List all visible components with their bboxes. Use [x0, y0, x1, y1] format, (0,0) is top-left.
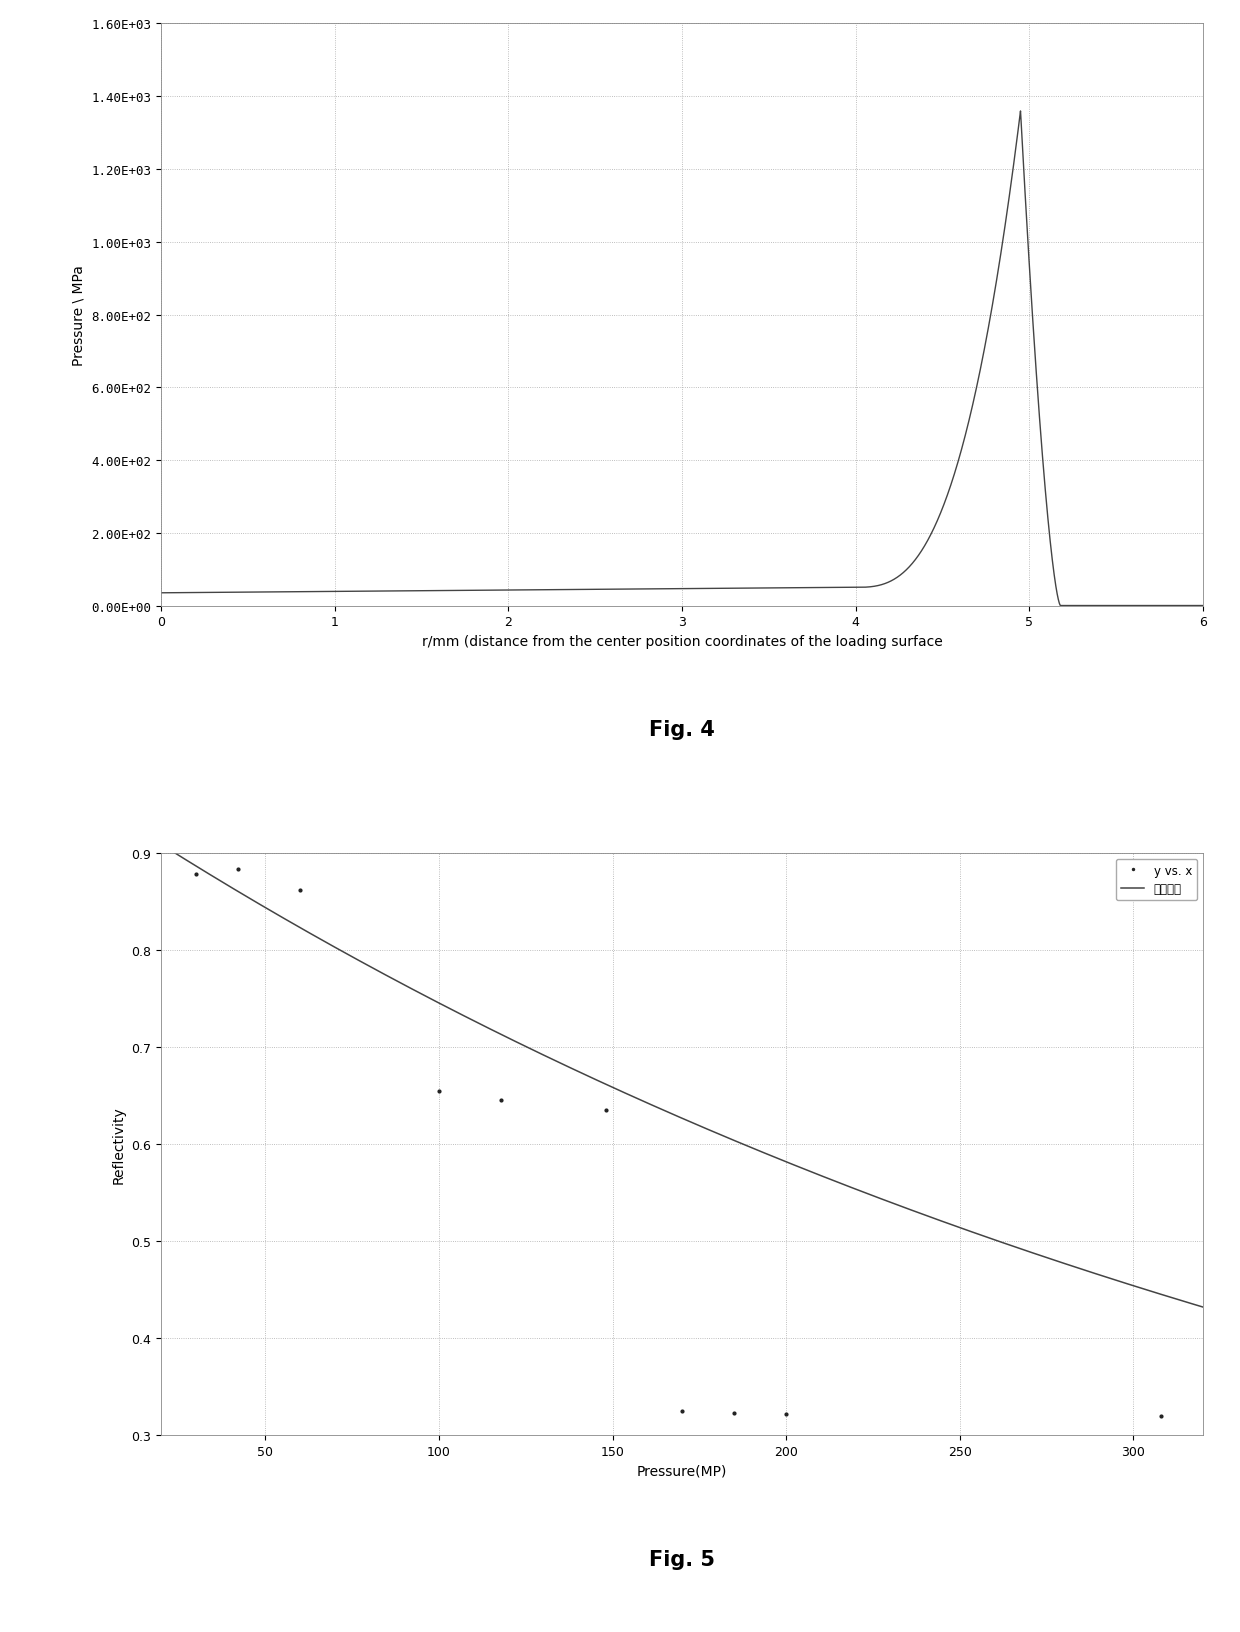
Point: [776, 1400, 796, 1426]
Text: Fig. 5: Fig. 5: [649, 1549, 715, 1568]
Y-axis label: Reflectivity: Reflectivity: [112, 1105, 126, 1183]
Point: [1151, 1402, 1171, 1428]
Point: [595, 1097, 615, 1123]
Point: [672, 1397, 692, 1423]
Y-axis label: Pressure \ MPa: Pressure \ MPa: [72, 264, 86, 366]
Text: Fig. 4: Fig. 4: [649, 720, 715, 739]
Point: [491, 1087, 511, 1113]
Point: [186, 862, 206, 888]
X-axis label: r/mm (distance from the center position coordinates of the loading surface: r/mm (distance from the center position …: [422, 635, 942, 648]
Point: [724, 1400, 744, 1426]
Point: [290, 876, 310, 902]
Point: [429, 1077, 449, 1103]
Legend: y vs. x, 拟合曲線: y vs. x, 拟合曲線: [1116, 860, 1197, 901]
X-axis label: Pressure(MP): Pressure(MP): [637, 1464, 727, 1477]
Point: [228, 857, 248, 883]
